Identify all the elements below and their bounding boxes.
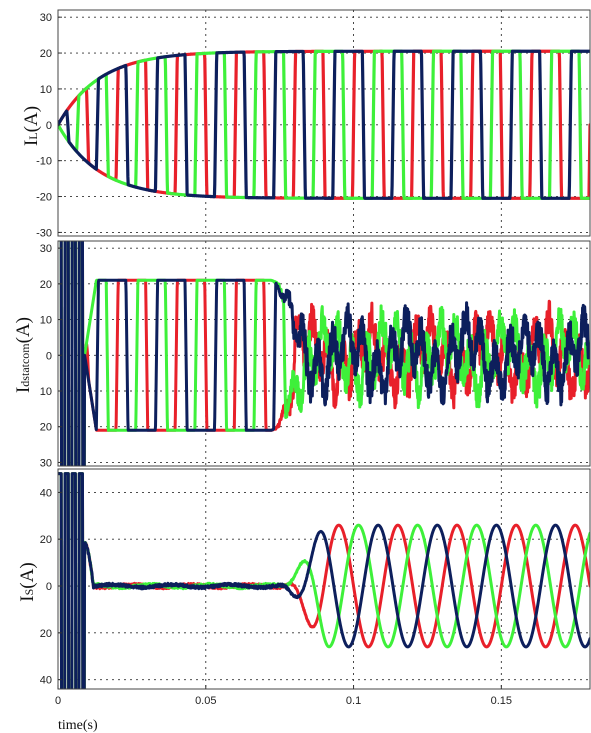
dstatcom-current-phase-b-trace bbox=[59, 241, 590, 466]
dstatcom-current-ytick-label: 30 bbox=[40, 457, 52, 469]
dstatcom-current-ytick-label: 20 bbox=[40, 422, 52, 434]
source-current-ytick-label: 40 bbox=[40, 487, 52, 499]
source-current-ylabel: IS(A) bbox=[17, 562, 38, 601]
load-current-ytick-label: 0 bbox=[46, 120, 52, 132]
dstatcom-current-ytick-label: 0 bbox=[46, 350, 52, 362]
source-current-traces bbox=[58, 472, 590, 689]
xtick-label: 0.1 bbox=[346, 695, 361, 707]
dstatcom-current-ytick-label: 10 bbox=[40, 315, 52, 327]
load-current-ytick-label: -10 bbox=[36, 156, 52, 168]
load-current-ytick-label: -30 bbox=[36, 227, 52, 239]
load-current-phase-a-trace bbox=[58, 49, 590, 200]
dstatcom-current-ytick-label: 20 bbox=[40, 279, 52, 291]
dstatcom-current-traces bbox=[59, 241, 590, 466]
dstatcom-current-phase-c-trace bbox=[59, 241, 590, 466]
source-current-phase-c-trace bbox=[58, 472, 590, 689]
dstatcom-current-ytick-label: 30 bbox=[40, 243, 52, 255]
source-current-ytick-label: 20 bbox=[40, 534, 52, 546]
dstatcom-current-panel: 30 20 10 0 10 20 30 Idstatcom(A) bbox=[13, 240, 591, 469]
dstatcom-current-frame bbox=[57, 240, 591, 467]
load-current-ylabel: IL(A) bbox=[21, 106, 42, 146]
dstatcom-current-ytick-label: 10 bbox=[40, 386, 52, 398]
load-current-ytick-label: 30 bbox=[40, 12, 52, 24]
load-current-traces bbox=[58, 49, 590, 200]
xtick-label: 0.15 bbox=[491, 695, 512, 707]
load-current-ytick-label: 20 bbox=[40, 48, 52, 60]
load-current-ytick-label: 10 bbox=[40, 84, 52, 96]
dstatcom-current-phase-a-trace bbox=[59, 241, 590, 466]
dstatcom-current-ylabel: Idstatcom(A) bbox=[13, 317, 34, 393]
x-axis-label: time(s) bbox=[58, 718, 98, 733]
load-current-phase-b-trace bbox=[58, 49, 590, 200]
load-current-panel: 30 20 10 0 -10 -20 -30 IL(A) bbox=[21, 9, 591, 239]
xtick-label: 0 bbox=[55, 695, 61, 707]
load-current-frame bbox=[57, 9, 591, 237]
load-current-phase-c-trace bbox=[58, 49, 590, 200]
source-current-frame bbox=[57, 468, 591, 690]
xtick-label: 0.05 bbox=[195, 695, 216, 707]
source-current-ytick-label: 0 bbox=[46, 581, 52, 593]
load-current-ytick-label: -20 bbox=[36, 192, 52, 204]
source-current-ytick-label: 40 bbox=[40, 675, 52, 687]
source-current-ytick-label: 20 bbox=[40, 628, 52, 640]
